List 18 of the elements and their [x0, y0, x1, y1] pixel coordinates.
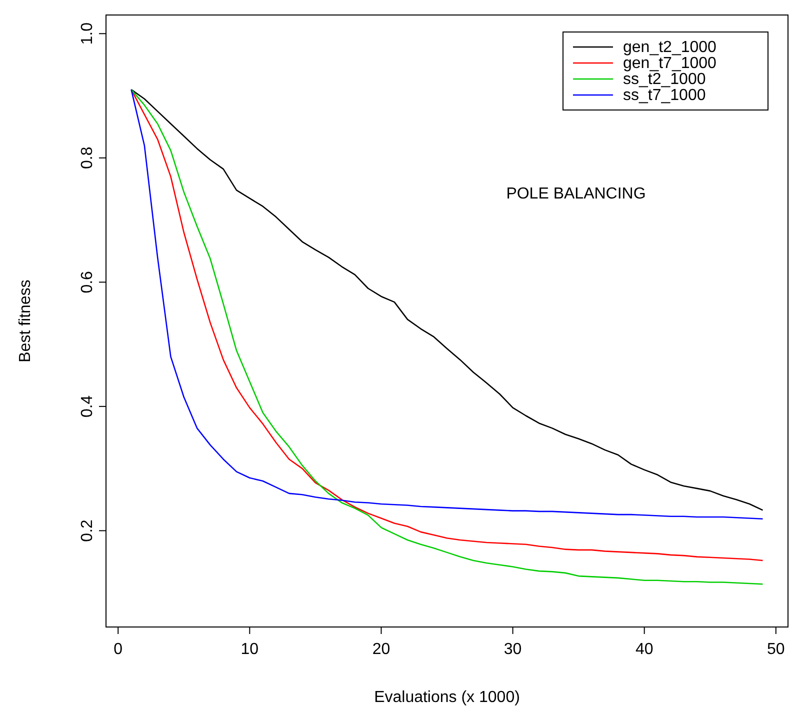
y-tick-label: 0.6 [79, 270, 96, 294]
x-tick-label: 40 [635, 641, 654, 658]
x-tick-label: 30 [504, 641, 522, 658]
y-axis-title: Best fitness [17, 280, 34, 362]
y-tick-label: 0.2 [79, 519, 96, 542]
x-tick-label: 20 [372, 641, 390, 658]
x-axis-title: Evaluations (x 1000) [374, 689, 520, 706]
x-tick-label: 0 [114, 641, 123, 658]
y-tick-label: 1.0 [79, 22, 96, 45]
legend-label: gen_t7_1000 [623, 55, 717, 72]
x-tick-label: 10 [240, 641, 259, 658]
y-tick-label: 0.8 [79, 146, 96, 170]
legend-label: gen_t2_1000 [623, 39, 717, 56]
x-tick-label: 50 [767, 641, 785, 658]
legend-label: ss_t7_1000 [623, 87, 706, 104]
annotation: POLE BALANCING [506, 185, 646, 202]
y-tick-label: 0.4 [79, 395, 96, 418]
legend-label: ss_t2_1000 [623, 71, 706, 88]
